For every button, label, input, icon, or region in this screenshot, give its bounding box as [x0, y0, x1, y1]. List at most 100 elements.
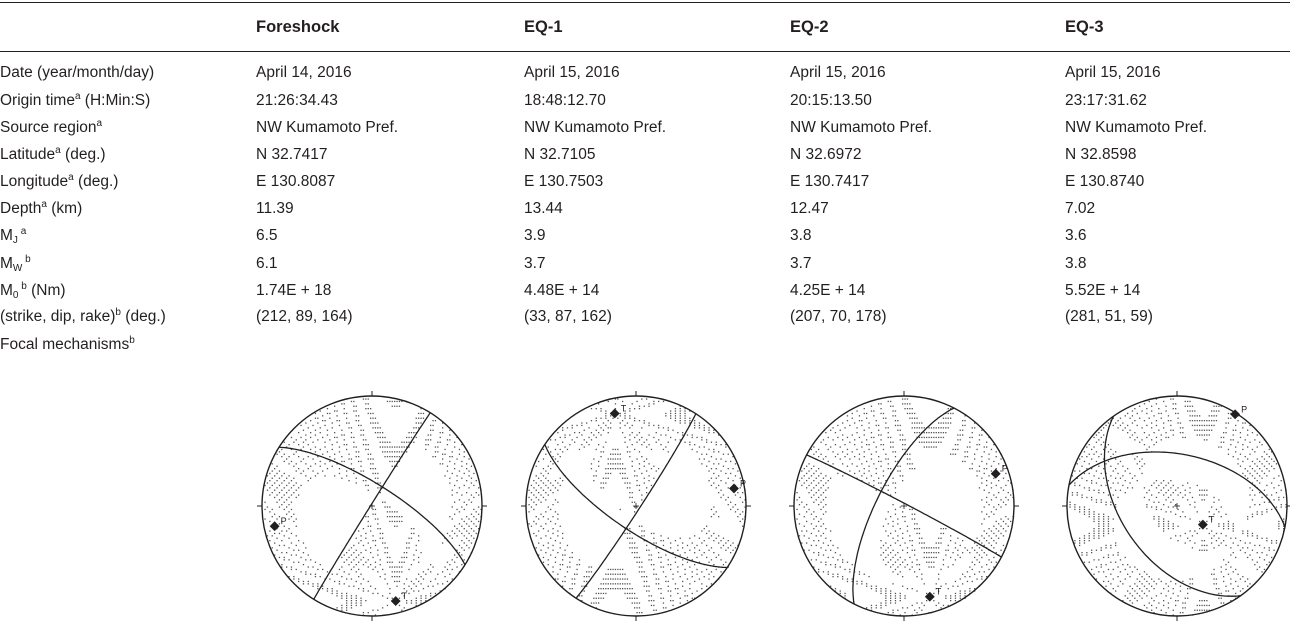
hatch-dot [1119, 580, 1122, 583]
hatch-dot [856, 410, 858, 412]
hatch-dot [569, 434, 571, 436]
hatch-dot [420, 583, 422, 585]
hatch-dot [1170, 424, 1172, 427]
hatch-dot [406, 451, 408, 453]
hatch-dot [394, 465, 396, 467]
hatch-dot [413, 583, 415, 585]
hatch-dot [619, 468, 621, 470]
hatch-dot [550, 537, 552, 539]
hatch-dot [355, 415, 357, 417]
hatch-dot [406, 441, 408, 443]
hatch-dot [1232, 525, 1234, 527]
hatch-dot [1086, 446, 1088, 448]
hatch-dot [722, 465, 725, 467]
hatch-dot [798, 523, 801, 525]
hatch-dot [1220, 602, 1222, 604]
hatch-dot [1247, 535, 1249, 537]
hatch-dot [957, 549, 959, 551]
hatch-dot [1107, 460, 1110, 463]
hatch-dot [456, 458, 458, 460]
hatch-dot [825, 432, 827, 434]
hatch-dot [914, 528, 916, 530]
hatch-dot [858, 470, 861, 472]
hatch-dot [1177, 412, 1179, 415]
hatch-dot [658, 552, 660, 554]
hatch-dot [1000, 525, 1002, 527]
hatch-dot [607, 400, 609, 403]
hatch-dot [1196, 609, 1198, 611]
hatch-dot [607, 568, 609, 571]
hatch-dot [408, 441, 410, 443]
hatch-dot [372, 513, 374, 515]
hatch-dot [1153, 588, 1155, 590]
hatch-dot [607, 477, 609, 479]
hatch-dot [564, 576, 566, 578]
hatch-dot [674, 540, 677, 542]
hatch-dot [559, 484, 561, 487]
hatch-dot [449, 516, 451, 518]
hatch-dot [995, 552, 997, 554]
hatch-dot [904, 448, 906, 451]
hatch-dot [1259, 492, 1261, 494]
hatch-dot [629, 532, 631, 535]
hatch-dot [1230, 417, 1232, 419]
hatch-dot [1263, 559, 1266, 561]
hatch-dot [454, 532, 456, 535]
hatch-dot [655, 547, 657, 549]
hatch-dot [858, 458, 861, 460]
hatch-dot [899, 544, 901, 547]
hatch-dot [557, 518, 559, 520]
hatch-dot [559, 456, 561, 458]
hatch-dot [1230, 537, 1232, 539]
hatch-dot [391, 516, 393, 518]
hatch-dot [870, 588, 873, 590]
hatch-dot [377, 518, 379, 520]
hatch-dot [468, 458, 470, 460]
hatch-dot [365, 480, 367, 482]
hatch-dot [533, 501, 535, 503]
hatch-dot [1177, 525, 1179, 527]
hatch-dot [1136, 456, 1138, 458]
hatch-dot [310, 465, 312, 467]
hatch-dot [401, 571, 403, 573]
hatch-dot [962, 424, 964, 427]
hatch-dot [1203, 494, 1206, 496]
hatch-dot [993, 566, 995, 568]
hatch-dot [432, 429, 434, 431]
hatch-dot [732, 506, 734, 508]
hatch-dot [1261, 552, 1263, 554]
hatch-dot [1177, 417, 1179, 419]
hatch-dot [933, 547, 935, 549]
hatch-dot [1093, 516, 1095, 518]
hatch-dot [288, 463, 290, 465]
hatch-dot [1232, 434, 1234, 436]
hatch-dot [894, 530, 897, 532]
hatch-dot [677, 571, 679, 573]
hatch-dot [612, 578, 614, 580]
hatch-dot [362, 556, 365, 559]
hatch-dot [1160, 609, 1162, 611]
hatch-dot [432, 566, 434, 568]
hatch-dot [456, 508, 458, 511]
hatch-dot [626, 477, 629, 479]
hatch-dot [942, 559, 945, 561]
hatch-dot [1155, 424, 1158, 427]
hatch-dot [803, 482, 805, 484]
hatch-dot [290, 542, 293, 544]
hatch-dot [1247, 530, 1249, 532]
hatch-dot [1280, 480, 1282, 482]
hatch-dot [554, 523, 557, 525]
hatch-dot [1259, 482, 1261, 484]
hatch-dot [813, 501, 815, 503]
hatch-dot [1225, 432, 1227, 434]
hatch-dot [379, 487, 381, 489]
hatch-dot [1191, 420, 1194, 422]
hatch-dot [894, 508, 897, 511]
hatch-dot [1091, 458, 1093, 460]
hatch-dot [842, 463, 844, 465]
hatch-dot [1153, 444, 1155, 446]
hatch-dot [662, 427, 665, 429]
hatch-dot [1163, 520, 1165, 523]
hatch-dot [834, 564, 837, 566]
